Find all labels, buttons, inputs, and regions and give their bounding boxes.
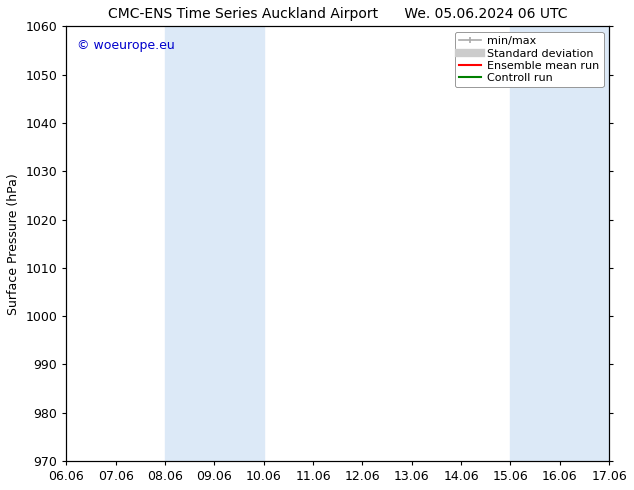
Title: CMC-ENS Time Series Auckland Airport      We. 05.06.2024 06 UTC: CMC-ENS Time Series Auckland Airport We.… xyxy=(108,7,567,21)
Y-axis label: Surface Pressure (hPa): Surface Pressure (hPa) xyxy=(7,173,20,315)
Bar xyxy=(165,26,264,461)
Bar xyxy=(510,26,609,461)
Legend: min/max, Standard deviation, Ensemble mean run, Controll run: min/max, Standard deviation, Ensemble me… xyxy=(455,32,604,87)
Text: © woeurope.eu: © woeurope.eu xyxy=(77,39,175,52)
